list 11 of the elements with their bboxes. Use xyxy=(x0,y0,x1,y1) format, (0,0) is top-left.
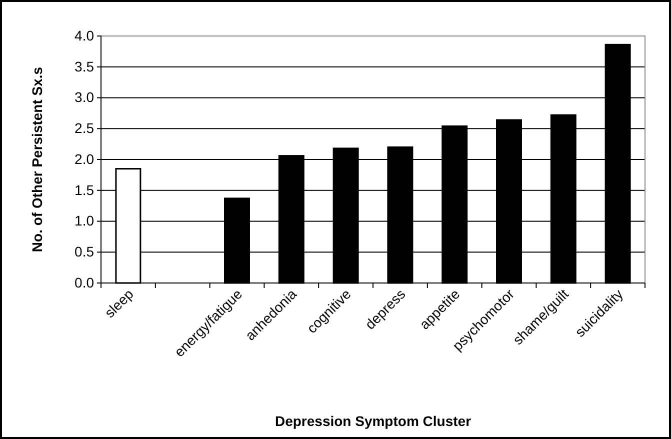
y-tick-label: 4.0 xyxy=(74,27,94,44)
x-axis-title: Depression Symptom Cluster xyxy=(274,413,472,429)
y-tick-label: 3.5 xyxy=(74,58,94,74)
y-tick-label: 1.5 xyxy=(74,182,94,198)
y-tick-label: 0.5 xyxy=(74,244,94,260)
y-tick-label: 2.5 xyxy=(74,120,94,136)
y-tick-label: 0.0 xyxy=(74,274,94,290)
y-tick-label: 2.0 xyxy=(74,150,94,167)
y-tick-label: 1.0 xyxy=(74,212,94,229)
y-axis-title: No. of Other Persistent Sx.s xyxy=(29,66,45,252)
y-tick-label: 3.0 xyxy=(74,89,94,106)
